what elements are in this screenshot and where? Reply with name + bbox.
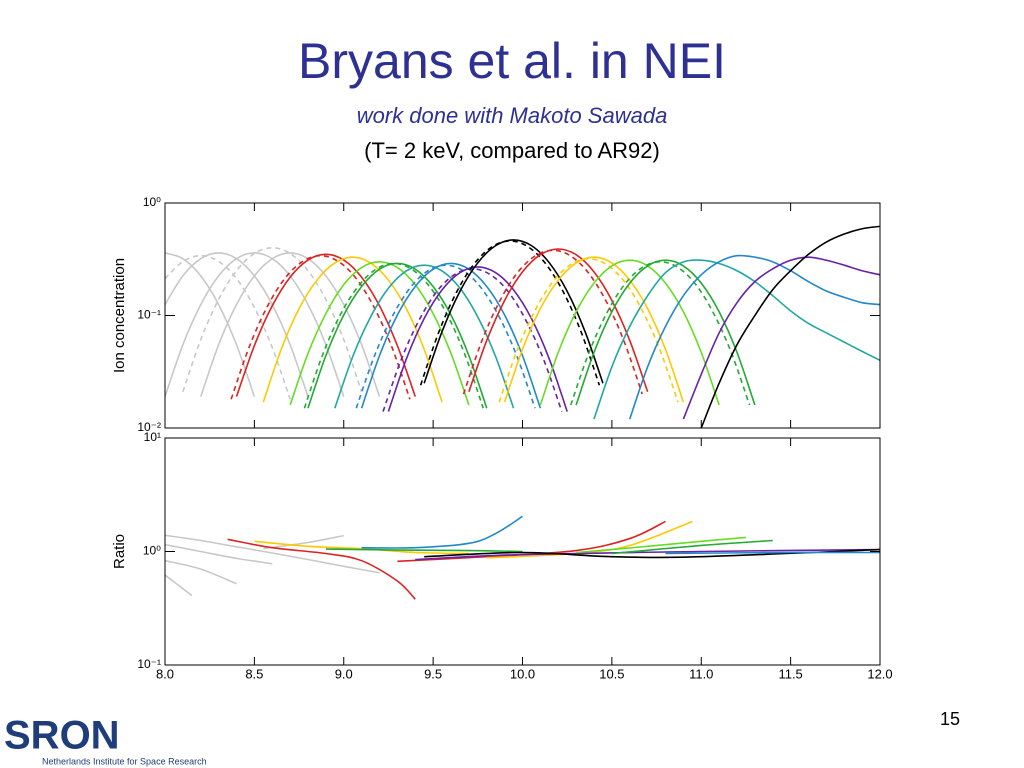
data-line <box>165 254 291 400</box>
x-tick-label: 10.0 <box>510 666 535 681</box>
slide-subtitle: work done with Makoto Sawada <box>357 103 668 128</box>
data-line <box>165 534 380 574</box>
data-line <box>665 551 880 555</box>
data-line <box>199 252 381 397</box>
slide-note: (T= 2 keV, compared to AR92) <box>364 138 660 163</box>
x-tick-label: 8.5 <box>245 666 263 681</box>
y-tick-label: 10⁻² <box>137 420 161 434</box>
data-line <box>325 548 523 553</box>
data-line <box>165 543 273 565</box>
data-line <box>593 259 880 420</box>
data-line <box>387 266 568 412</box>
data-line <box>165 252 256 397</box>
data-line <box>462 249 644 395</box>
y-tick-label: 10⁻¹ <box>137 657 161 671</box>
data-line <box>570 261 751 406</box>
x-tick-label: 9.5 <box>424 666 442 681</box>
x-tick-label: 11.5 <box>778 666 802 681</box>
data-line <box>397 520 666 563</box>
data-line <box>165 252 309 397</box>
x-tick-label: 10.5 <box>599 666 624 681</box>
x-tick-label: 11.0 <box>689 666 713 681</box>
data-line <box>360 262 542 409</box>
data-line <box>419 240 601 386</box>
x-tick-label: 9.0 <box>335 666 353 681</box>
logo-caption: Netherlands Institute for Space Research <box>42 756 207 766</box>
x-tick-label: 8.0 <box>156 666 174 681</box>
data-line <box>361 515 523 549</box>
logo: SRON <box>4 714 120 758</box>
data-line <box>165 252 345 397</box>
y-tick-label: 10¹ <box>144 430 161 444</box>
slide-title: Bryans et al. in NEI <box>298 33 726 89</box>
data-line <box>611 539 773 555</box>
data-line <box>498 257 679 403</box>
page-number: 15 <box>940 709 960 729</box>
data-line <box>503 256 685 403</box>
data-line <box>165 559 237 585</box>
data-line <box>700 225 880 428</box>
data-line <box>227 538 416 600</box>
data-line <box>289 261 470 406</box>
y-tick-label: 10⁰ <box>143 195 161 209</box>
data-line <box>539 259 720 406</box>
x-tick-label: 12.0 <box>867 666 892 681</box>
y-tick-label: 10⁻¹ <box>137 308 161 322</box>
data-line <box>576 536 747 554</box>
plot-area <box>165 225 880 428</box>
y-axis-label: Ion concentration <box>111 258 128 373</box>
plot-area <box>165 515 880 600</box>
data-line <box>424 548 880 559</box>
data-line <box>165 574 193 597</box>
data-line <box>682 256 880 420</box>
data-line <box>254 540 469 555</box>
charts: 10⁰ 10⁻¹ 10⁻² Ion concentration 8.0 8.5 9.0 9.5… <box>111 195 893 681</box>
y-tick-label: 10⁰ <box>143 544 161 558</box>
y-axis-label: Ratio <box>111 534 128 569</box>
data-line <box>334 264 515 409</box>
data-line <box>235 253 417 397</box>
data-line <box>628 254 880 420</box>
data-line <box>230 254 411 400</box>
data-line <box>355 264 536 409</box>
data-line <box>423 239 604 384</box>
data-line <box>262 256 443 403</box>
data-line <box>468 248 649 393</box>
